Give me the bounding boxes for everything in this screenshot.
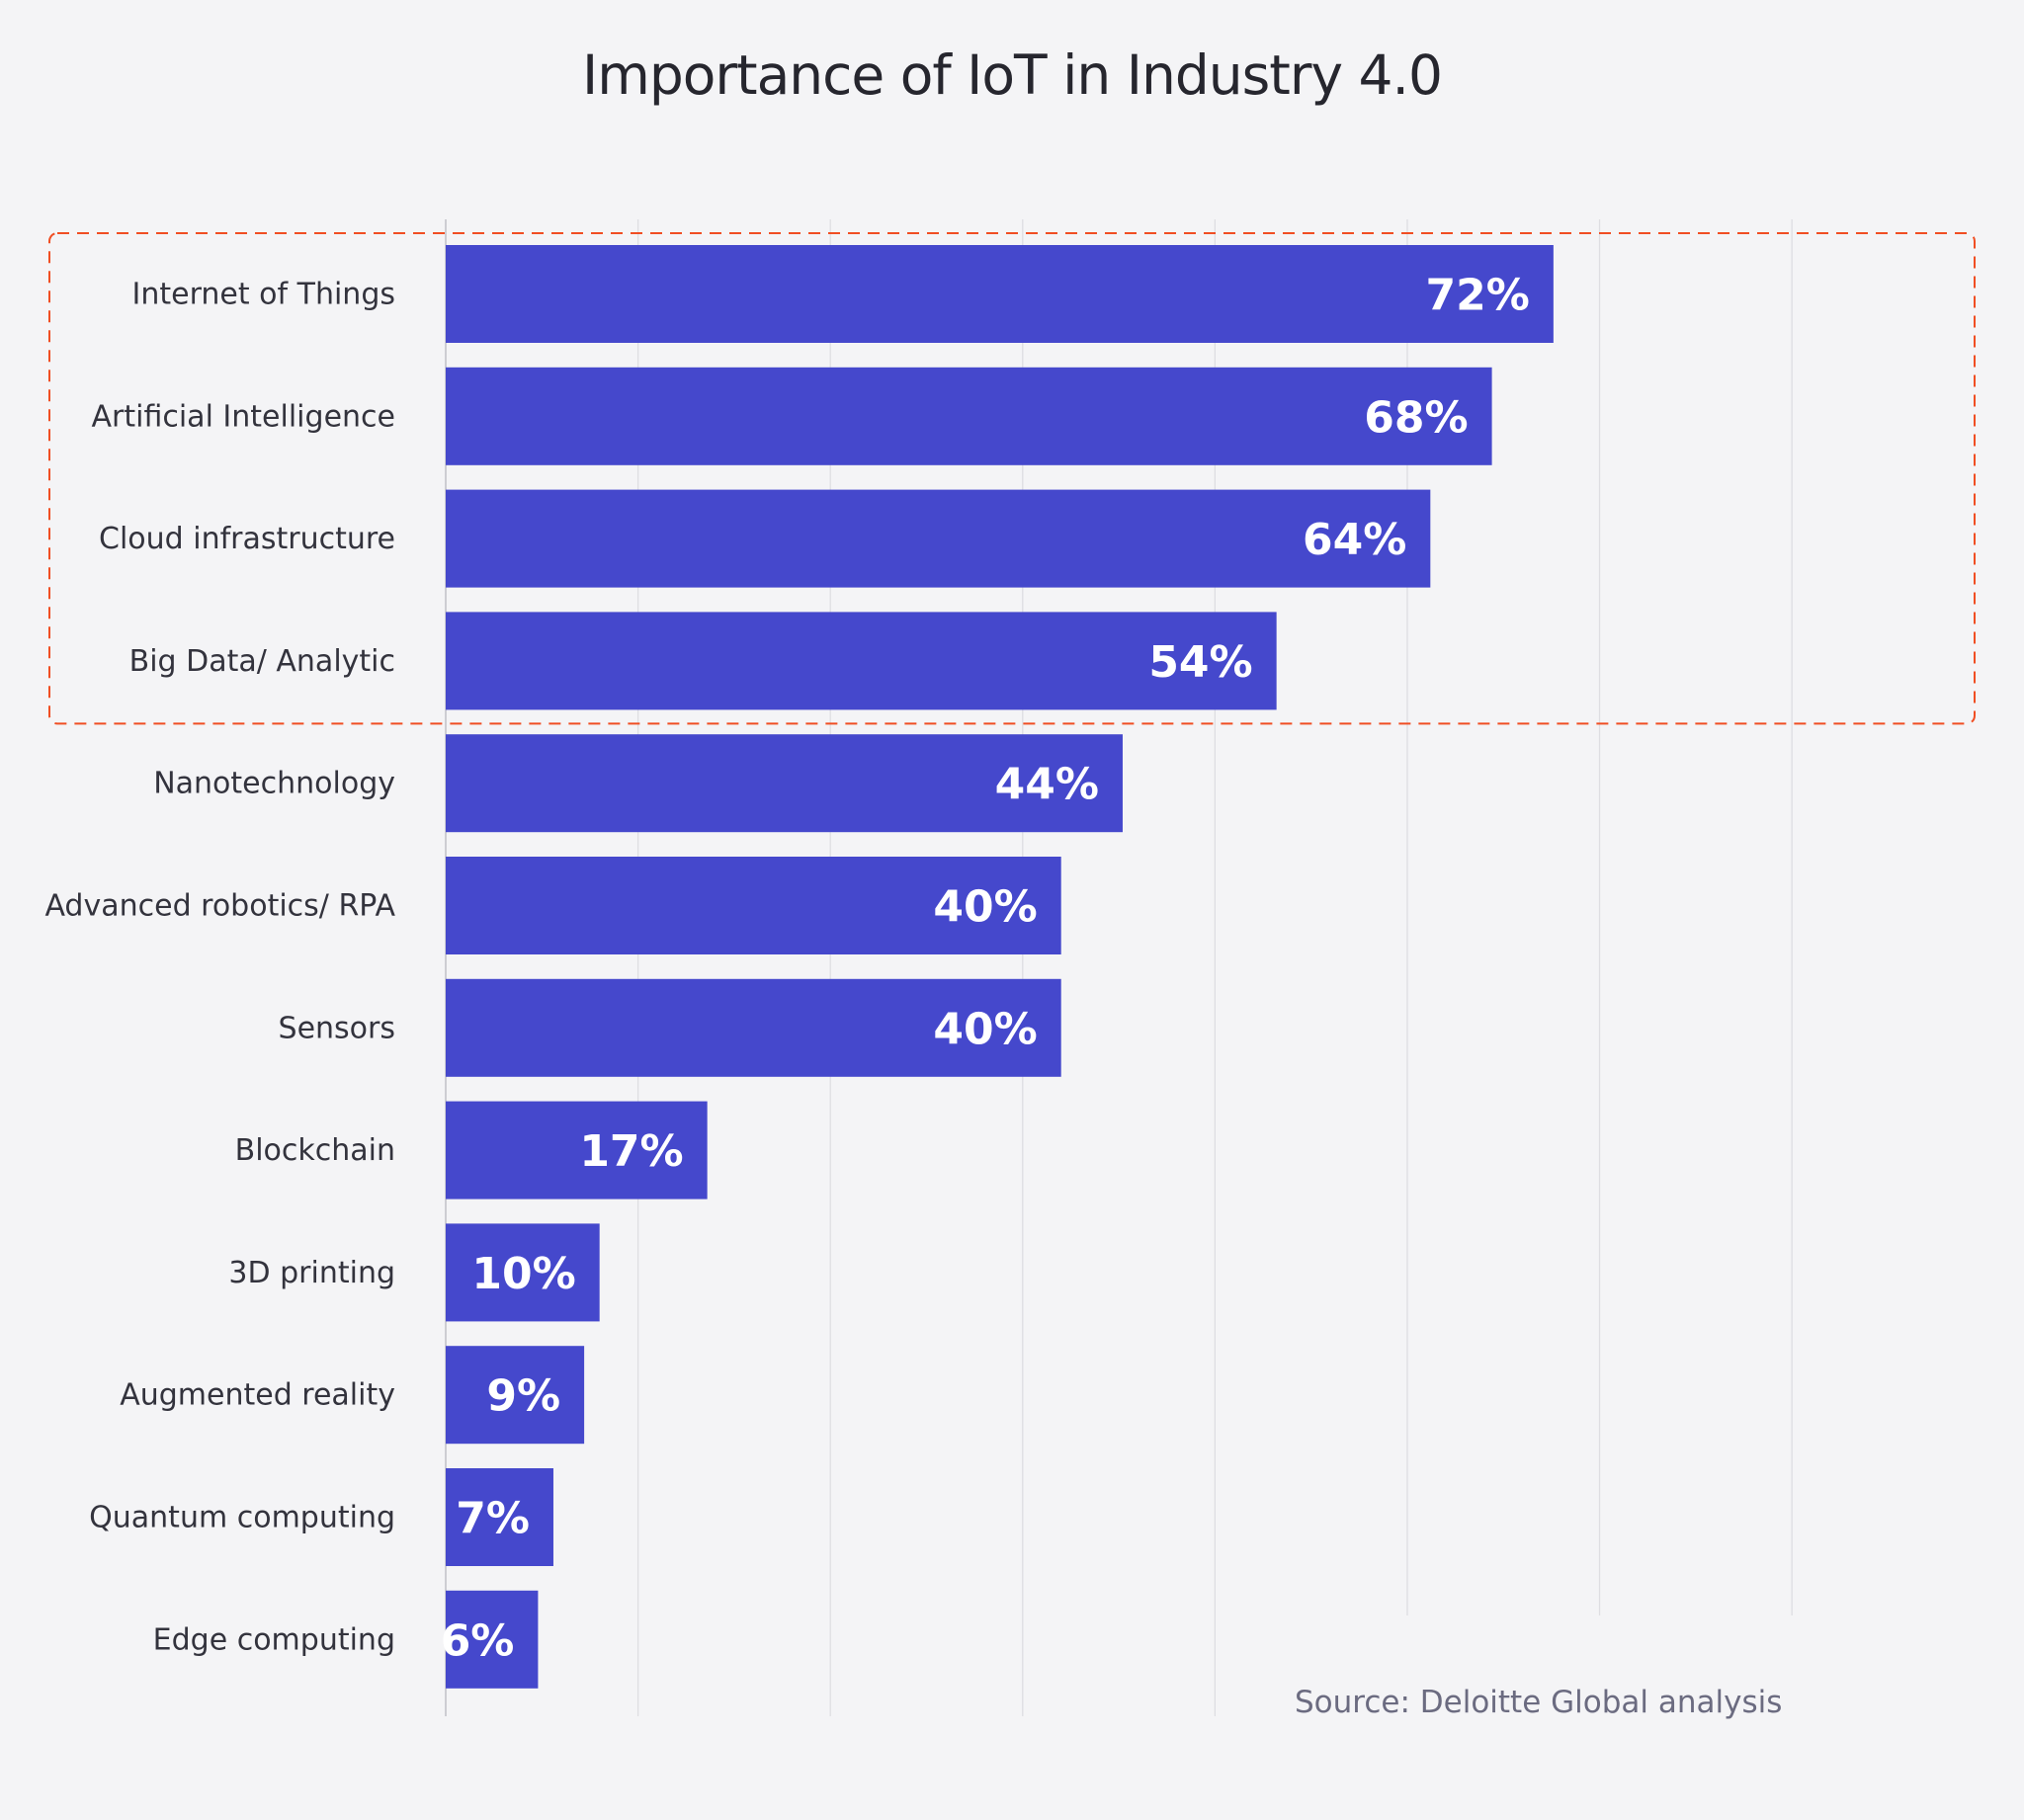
bar [446,612,1277,710]
category-label: Artificial Intelligence [92,399,396,434]
value-label: 54% [1148,637,1252,688]
highlight-dashed-box [48,232,1976,725]
category-label: Sensors [279,1011,395,1045]
category-label: Advanced robotics/ RPA [44,889,395,924]
chart-title: Importance of IoT in Industry 4.0 [582,43,1443,107]
category-label: Internet of Things [132,278,395,312]
source-note: Source: Deloitte Global analysis [1295,1685,1783,1720]
value-label: 40% [933,1004,1037,1054]
category-label: Big Data/ Analytic [129,644,395,679]
bar [446,1101,708,1200]
bar [446,367,1492,465]
category-label: Quantum computing [89,1501,395,1535]
value-label: 64% [1303,515,1406,565]
value-label: 40% [933,882,1037,933]
value-label: 72% [1426,271,1530,321]
category-label: Nanotechnology [153,767,395,801]
value-label: 7% [456,1494,530,1544]
category-label: Edge computing [153,1622,395,1657]
value-label: 10% [471,1249,575,1299]
bar [446,1346,585,1445]
value-label: 68% [1364,392,1468,443]
category-label: Cloud infrastructure [99,522,395,556]
value-label: 17% [579,1126,683,1177]
category-label: 3D printing [228,1256,395,1290]
bar [446,978,1061,1077]
bar [446,1590,539,1689]
category-label: Blockchain [235,1133,395,1168]
bar [446,245,1554,343]
value-label: 9% [486,1371,560,1422]
bar [446,1223,600,1322]
bar [446,1468,553,1566]
value-label: 44% [995,760,1099,810]
value-label: 6% [441,1615,515,1666]
bar [446,857,1061,954]
bar [446,489,1431,588]
category-label: Augmented reality [120,1378,395,1413]
bar [446,734,1123,833]
